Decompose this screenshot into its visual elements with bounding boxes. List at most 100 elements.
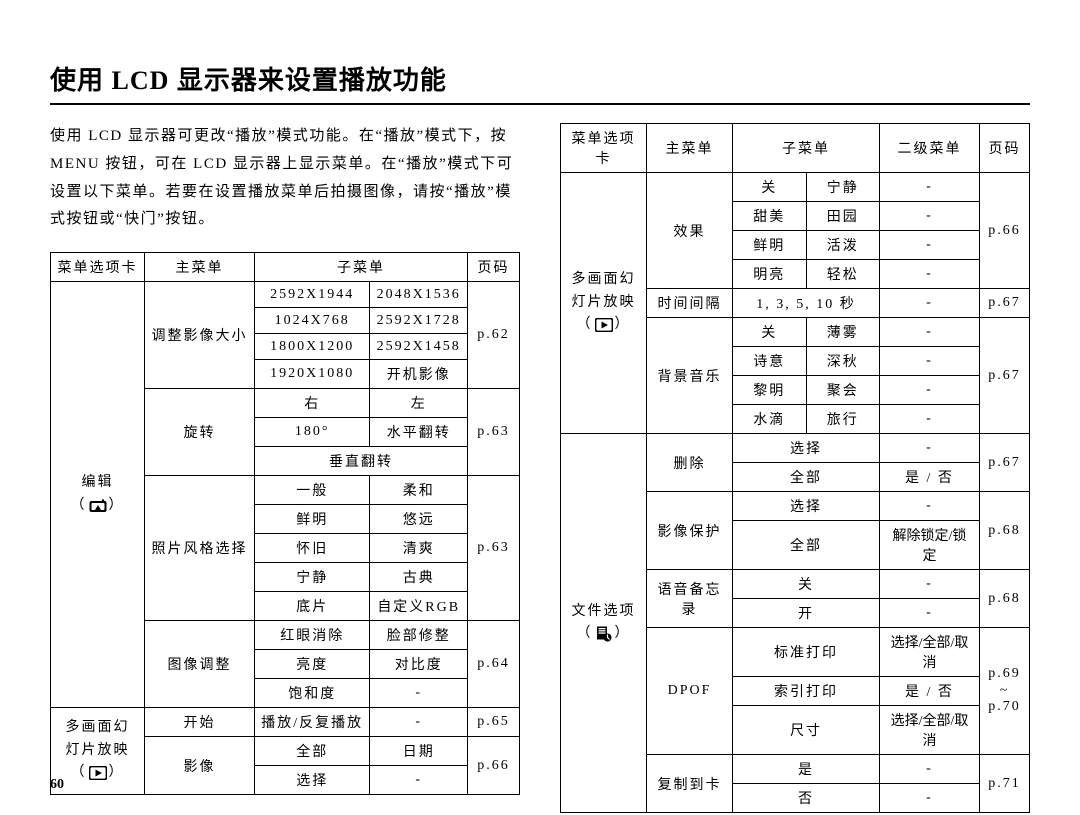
tab-label: 多画面幻 灯片放映 xyxy=(57,717,138,762)
cell: 2592X1728 xyxy=(370,308,468,334)
cell: - xyxy=(370,766,468,795)
two-column-layout: 使用 LCD 显示器可更改“播放”模式功能。在“播放”模式下，按 MENU 按钮… xyxy=(50,123,1030,813)
cell: 索引打印 xyxy=(733,677,880,706)
page-cell: p.66 xyxy=(468,737,520,795)
cell: 薄雾 xyxy=(806,318,880,347)
cell: 轻松 xyxy=(806,260,880,289)
cell: - xyxy=(880,289,980,318)
cell: - xyxy=(880,784,980,813)
cell: 1800X1200 xyxy=(255,334,370,360)
main-style: 照片风格选择 xyxy=(145,476,255,621)
left-column: 使用 LCD 显示器可更改“播放”模式功能。在“播放”模式下，按 MENU 按钮… xyxy=(50,123,520,813)
cell: 一般 xyxy=(255,476,370,505)
cell: 开 xyxy=(733,599,880,628)
tab-slideshow: 多画面幻 灯片放映 （） xyxy=(51,708,145,795)
main-start: 开始 xyxy=(145,708,255,737)
cell: - xyxy=(880,231,980,260)
tab-label: 文件选项 xyxy=(567,601,640,623)
cell: 自定义RGB xyxy=(370,592,468,621)
table-header-row: 菜单选项卡 主菜单 子菜单 二级菜单 页码 xyxy=(561,124,1030,173)
cell: 水平翻转 xyxy=(370,418,468,447)
th-sub: 子菜单 xyxy=(255,253,468,282)
th-lv2: 二级菜单 xyxy=(880,124,980,173)
cell: - xyxy=(880,405,980,434)
table-row: 文件选项 （） 删除 选择 - p.67 xyxy=(561,434,1030,463)
intro-paragraph: 使用 LCD 显示器可更改“播放”模式功能。在“播放”模式下，按 MENU 按钮… xyxy=(50,123,520,234)
cell: - xyxy=(880,347,980,376)
page-cell: p.65 xyxy=(468,708,520,737)
intro-line: 使用 LCD 显示器可更改“播放”模式功能。在“播放”模式下，按 xyxy=(50,123,520,151)
cell: 选择/全部/取消 xyxy=(880,706,980,755)
cell: - xyxy=(880,318,980,347)
th-page: 页码 xyxy=(468,253,520,282)
cell: 选择/全部/取消 xyxy=(880,628,980,677)
cell: 2048X1536 xyxy=(370,282,468,308)
cell: - xyxy=(880,260,980,289)
cell: 播放/反复播放 xyxy=(255,708,370,737)
page-cell: p.62 xyxy=(468,282,520,389)
cell: - xyxy=(880,570,980,599)
cell: 柔和 xyxy=(370,476,468,505)
cell: 2592X1458 xyxy=(370,334,468,360)
page-cell: p.63 xyxy=(468,389,520,476)
cell: 深秋 xyxy=(806,347,880,376)
th-page: 页码 xyxy=(980,124,1030,173)
file-icon xyxy=(595,626,613,642)
main-interval: 时间间隔 xyxy=(647,289,733,318)
cell: 2592X1944 xyxy=(255,282,370,308)
cell: 清爽 xyxy=(370,534,468,563)
cell: 1024X768 xyxy=(255,308,370,334)
cell: 水滴 xyxy=(733,405,807,434)
cell: 田园 xyxy=(806,202,880,231)
table-a: 菜单选项卡 主菜单 子菜单 页码 编辑 （） 调整影像大小 2592X1944 … xyxy=(50,252,520,795)
cell: 亮度 xyxy=(255,650,370,679)
intro-line: 式按钮或“快门”按钮。 xyxy=(50,206,520,234)
cell: 鲜明 xyxy=(733,231,807,260)
cell: 聚会 xyxy=(806,376,880,405)
tab-slideshow: 多画面幻 灯片放映 （） xyxy=(561,173,647,434)
th-main: 主菜单 xyxy=(145,253,255,282)
cell: 红眼消除 xyxy=(255,621,370,650)
main-adjust: 图像调整 xyxy=(145,621,255,708)
table-b: 菜单选项卡 主菜单 子菜单 二级菜单 页码 多画面幻 灯片放映 （） 效果 关 … xyxy=(560,123,1030,813)
th-tab: 菜单选项卡 xyxy=(51,253,145,282)
cell: 选择 xyxy=(255,766,370,795)
cell: 左 xyxy=(370,389,468,418)
cell: 宁静 xyxy=(255,563,370,592)
cell: 明亮 xyxy=(733,260,807,289)
main-effect: 效果 xyxy=(647,173,733,289)
main-copy: 复制到卡 xyxy=(647,755,733,813)
cell: 选择 xyxy=(733,492,880,521)
cell: - xyxy=(880,434,980,463)
cell: - xyxy=(880,376,980,405)
cell: 全部 xyxy=(255,737,370,766)
cell: 是 xyxy=(733,755,880,784)
tab-edit: 编辑 （） xyxy=(51,282,145,708)
cell: 否 xyxy=(733,784,880,813)
cell: - xyxy=(880,173,980,202)
table-header-row: 菜单选项卡 主菜单 子菜单 页码 xyxy=(51,253,520,282)
right-column: 菜单选项卡 主菜单 子菜单 二级菜单 页码 多画面幻 灯片放映 （） 效果 关 … xyxy=(560,123,1030,813)
cell: 右 xyxy=(255,389,370,418)
cell: 古典 xyxy=(370,563,468,592)
cell: 脸部修整 xyxy=(370,621,468,650)
cell: 甜美 xyxy=(733,202,807,231)
main-resize: 调整影像大小 xyxy=(145,282,255,389)
cell: 关 xyxy=(733,173,807,202)
cell: - xyxy=(880,202,980,231)
cell: 是 / 否 xyxy=(880,677,980,706)
cell: 开机影像 xyxy=(370,360,468,389)
page-title: 使用 LCD 显示器来设置播放功能 xyxy=(50,60,1030,105)
cell: 对比度 xyxy=(370,650,468,679)
cell: 尺寸 xyxy=(733,706,880,755)
tab-label: 编辑 xyxy=(57,472,138,494)
tab-file: 文件选项 （） xyxy=(561,434,647,813)
main-voice: 语音备忘录 xyxy=(647,570,733,628)
cell: 垂直翻转 xyxy=(255,447,468,476)
page-cell: p.63 xyxy=(468,476,520,621)
main-delete: 删除 xyxy=(647,434,733,492)
cell: 1920X1080 xyxy=(255,360,370,389)
cell: 是 / 否 xyxy=(880,463,980,492)
main-rotate: 旋转 xyxy=(145,389,255,476)
tab-label: 多画面幻 灯片放映 xyxy=(567,269,640,314)
